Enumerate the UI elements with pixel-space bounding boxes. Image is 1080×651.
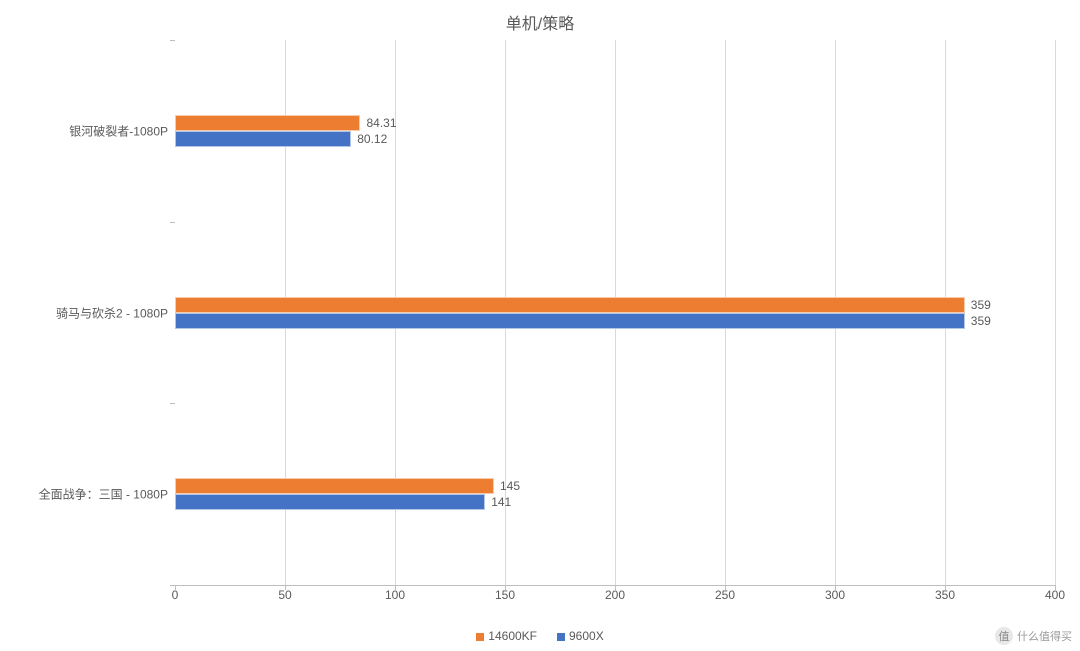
y-category-label: 全面战争：三国 - 1080P	[39, 486, 168, 503]
x-tick-label: 400	[1045, 588, 1065, 602]
x-tick-label: 50	[278, 588, 291, 602]
chart-title: 单机/策略	[0, 10, 1080, 34]
bar-value-label: 141	[491, 495, 511, 509]
x-tick-label: 300	[825, 588, 845, 602]
x-tick-label: 350	[935, 588, 955, 602]
y-tick-mark	[170, 40, 175, 41]
bar-value-label: 80.12	[357, 132, 387, 146]
y-tick-mark	[170, 403, 175, 404]
x-tick-label: 100	[385, 588, 405, 602]
legend-label: 14600KF	[488, 629, 537, 643]
legend-item-9600X: 9600X	[557, 629, 604, 643]
bar-14600KF	[175, 115, 360, 131]
x-tick-label: 250	[715, 588, 735, 602]
plot-area: 05010015020025030035040014514135935984.3…	[175, 40, 1055, 586]
chart-container: 单机/策略 0 50 100 150 200 250 300 350 400 145 141 359 3…	[0, 0, 1080, 651]
y-tick-mark	[170, 222, 175, 223]
legend: 14600KF 9600X	[0, 629, 1080, 643]
x-tick-label: 200	[605, 588, 625, 602]
legend-swatch	[476, 633, 484, 641]
bar-value-label: 359	[971, 314, 991, 328]
grid-line	[1055, 40, 1056, 585]
bar-14600KF	[175, 297, 965, 313]
bar-9600X	[175, 494, 485, 510]
legend-swatch	[557, 633, 565, 641]
x-tick-label: 150	[495, 588, 515, 602]
watermark-text: 什么值得买	[1017, 628, 1072, 644]
bar-value-label: 84.31	[366, 116, 396, 130]
y-category-label: 银河破裂者-1080P	[69, 122, 168, 139]
y-category-label: 骑马与砍杀2 - 1080P	[56, 304, 168, 321]
bar-value-label: 145	[500, 479, 520, 493]
x-tick-label: 0	[172, 588, 179, 602]
bar-9600X	[175, 313, 965, 329]
bar-9600X	[175, 131, 351, 147]
bar-value-label: 359	[971, 298, 991, 312]
watermark: 值 什么值得买	[995, 627, 1072, 645]
bar-14600KF	[175, 478, 494, 494]
legend-item-14600KF: 14600KF	[476, 629, 537, 643]
legend-label: 9600X	[569, 629, 604, 643]
watermark-icon: 值	[995, 627, 1013, 645]
y-tick-mark	[170, 585, 175, 586]
